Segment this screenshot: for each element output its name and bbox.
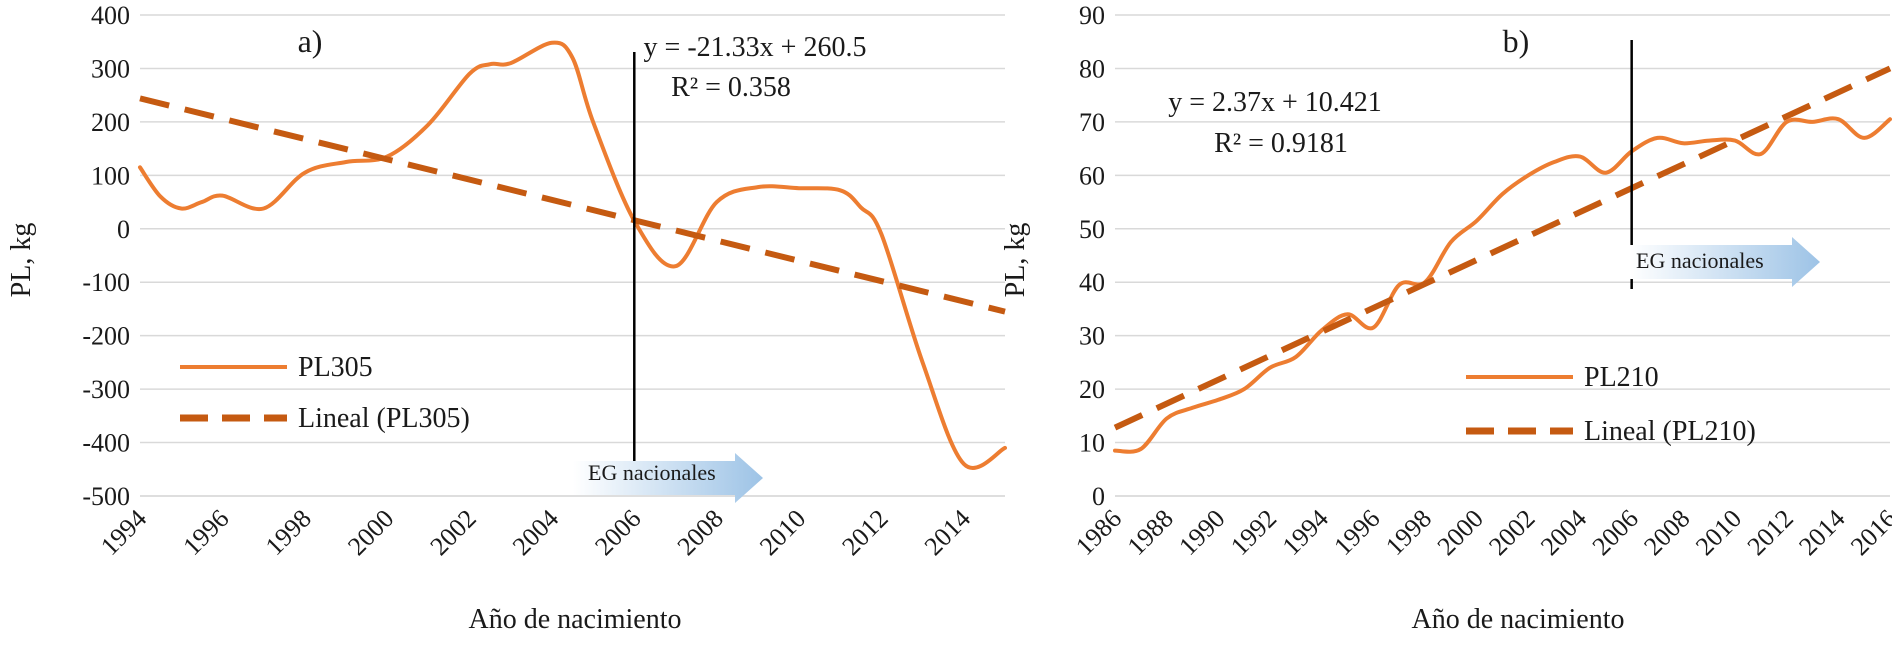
x-tick-label: 1998 — [1380, 504, 1437, 561]
legend-label: PL305 — [298, 352, 373, 383]
y-tick-label: -500 — [82, 482, 130, 511]
y-tick-label: 50 — [1079, 215, 1105, 244]
y-tick-label: 90 — [1079, 1, 1105, 30]
x-axis-title: Año de nacimiento — [468, 604, 681, 635]
figure: 400 300 200 100 0 -100 -200 -300 -400 -500 1994 199… — [0, 0, 1892, 643]
y-tick-label: -300 — [82, 375, 130, 404]
x-tick-label: 2002 — [424, 504, 481, 561]
x-tick-label: 1996 — [177, 504, 234, 561]
x-tick-label: 2006 — [1587, 504, 1644, 561]
r-squared: R² = 0.358 — [671, 72, 791, 103]
x-tick-label: 2010 — [754, 504, 811, 561]
y-tick-label: 70 — [1079, 108, 1105, 137]
y-tick-label: 30 — [1079, 322, 1105, 351]
x-tick-label: 1990 — [1173, 504, 1230, 561]
y-tick-label: 60 — [1079, 161, 1105, 190]
x-tick-label: 2012 — [836, 504, 893, 561]
y-tick-label: 100 — [91, 161, 130, 190]
x-tick-label: 2002 — [1483, 504, 1540, 561]
y-tick-label: 80 — [1079, 54, 1105, 83]
y-axis-title: PL, kg — [6, 223, 37, 298]
y-tick-label: 20 — [1079, 375, 1105, 404]
charts-svg: 4003002001000-100-200-300-400-5001994 199… — [0, 0, 1892, 643]
x-tick-label: 2006 — [589, 504, 646, 561]
x-tick-label: 1986 — [1070, 504, 1127, 561]
x-axis-title: Año de nacimiento — [1411, 604, 1624, 635]
y-tick-label: 40 — [1079, 268, 1105, 297]
panel-label: a) — [298, 23, 323, 59]
y-tick-label: 400 — [91, 1, 130, 30]
regression-equation: y = 2.37x + 10.421 — [1168, 87, 1382, 118]
legend-label: PL210 — [1584, 362, 1659, 393]
x-tick-label: 2004 — [507, 504, 564, 561]
x-tick-label: 2000 — [1432, 504, 1489, 561]
y-tick-label: 300 — [91, 54, 130, 83]
x-tick-label: 2004 — [1535, 504, 1592, 561]
x-tick-label: 1994 — [1277, 504, 1334, 561]
x-tick-label: 2014 — [1793, 504, 1850, 561]
x-tick-label: 1988 — [1122, 504, 1179, 561]
chart-panel-b: 9080706050403020100198619881990199219941… — [1000, 1, 1892, 635]
x-tick-label: 2012 — [1742, 504, 1799, 561]
y-axis-title: PL, kg — [1000, 223, 1031, 298]
y-tick-label: 10 — [1079, 429, 1105, 458]
x-tick-label: 2000 — [342, 504, 399, 561]
x-tick-label: 2008 — [672, 504, 729, 561]
data-line — [140, 43, 1005, 468]
x-tick-label: 1996 — [1328, 504, 1385, 561]
regression-equation: y = -21.33x + 260.5 — [644, 32, 867, 63]
y-tick-label: 200 — [91, 108, 130, 137]
y-tick-label: -400 — [82, 429, 130, 458]
x-tick-label: 2010 — [1690, 504, 1747, 561]
x-tick-label: 2014 — [919, 504, 976, 561]
x-tick-label: 1994 — [95, 504, 152, 561]
marker-label: EG nacionales — [588, 460, 716, 485]
x-tick-label: 2008 — [1638, 504, 1695, 561]
x-tick-label: 1998 — [260, 504, 317, 561]
y-tick-label: 0 — [117, 215, 130, 244]
legend-label: Lineal (PL210) — [1584, 416, 1756, 447]
x-tick-label: 2016 — [1845, 504, 1892, 561]
x-tick-label: 1992 — [1225, 504, 1282, 561]
r-squared: R² = 0.9181 — [1214, 128, 1348, 159]
legend-label: Lineal (PL305) — [298, 403, 470, 434]
marker-label: EG nacionales — [1636, 248, 1764, 273]
data-line — [1115, 118, 1890, 451]
y-tick-label: -100 — [82, 268, 130, 297]
panel-label: b) — [1503, 23, 1530, 59]
y-tick-label: -200 — [82, 322, 130, 351]
